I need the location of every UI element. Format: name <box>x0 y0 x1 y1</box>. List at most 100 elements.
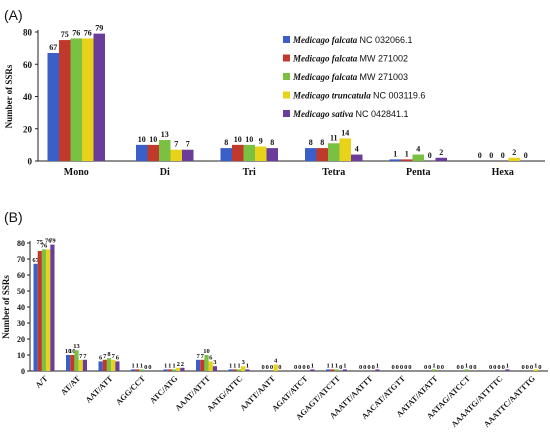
y-tick-label: 50 <box>17 287 25 296</box>
bar <box>163 369 168 371</box>
legend-entry: Medicago falcata MW 271002 <box>292 54 408 64</box>
bar-value-label: 0 <box>502 364 505 371</box>
bar <box>241 366 246 371</box>
bar-value-label: 0 <box>302 364 305 371</box>
y-tick-label: 40 <box>23 92 33 102</box>
bar <box>102 359 107 371</box>
bar-value-label: 0 <box>408 364 411 371</box>
x-tick-label: A/T <box>34 374 50 390</box>
bar-value-label: 14 <box>341 128 349 137</box>
bar-value-label: 1 <box>229 362 232 369</box>
bar-value-label: 7 <box>174 140 178 149</box>
bar <box>431 369 437 371</box>
y-tick-label: 0 <box>21 367 25 376</box>
bar-value-label: 0 <box>391 364 394 371</box>
bar-value-label: 79 <box>95 24 103 33</box>
panel-a-label: (A) <box>4 7 23 23</box>
bar-value-label: 4 <box>274 358 278 365</box>
bar <box>200 359 205 371</box>
bar <box>236 369 242 371</box>
bar-value-label: 0 <box>428 364 431 371</box>
y-tick-label: 20 <box>17 335 25 344</box>
bar <box>82 38 94 162</box>
bar-value-label: 0 <box>493 364 496 371</box>
bar-value-label: 1 <box>465 362 468 369</box>
bar <box>204 355 209 371</box>
bar <box>50 244 55 371</box>
bar-value-label: 0 <box>266 364 269 371</box>
bar-value-label: 7 <box>79 353 83 360</box>
bar-value-label: 1 <box>326 362 329 369</box>
bar-value-label: 8 <box>320 138 324 147</box>
bar-value-label: 7 <box>196 353 200 360</box>
bar-value-label: 0 <box>428 151 432 160</box>
bar <box>389 159 401 161</box>
bar <box>342 369 347 371</box>
legend-swatch <box>283 73 290 80</box>
bar <box>111 359 116 371</box>
bar-value-label: 0 <box>469 364 472 371</box>
bar-value-label: 0 <box>526 364 529 371</box>
bar-value-label: 13 <box>161 130 169 139</box>
bar <box>435 157 447 161</box>
y-tick-label: 0 <box>28 157 33 167</box>
bar-value-label: 10 <box>149 135 157 144</box>
bar-value-label: 7 <box>112 353 116 360</box>
bar-value-label: 2 <box>439 148 443 157</box>
legend-swatch <box>283 36 290 43</box>
bar <box>196 359 201 371</box>
y-tick-label: 70 <box>17 255 25 264</box>
bar-value-label: 1 <box>506 362 509 369</box>
bar-value-label: 7 <box>186 140 190 149</box>
bar <box>41 249 47 371</box>
bar-value-label: 1 <box>136 362 139 369</box>
legend-swatch <box>283 54 290 62</box>
bar-value-label: 0 <box>367 364 370 371</box>
bar-value-label: 0 <box>501 151 505 160</box>
bar <box>339 138 351 161</box>
bar <box>464 369 469 371</box>
y-tick-label: 60 <box>23 60 33 70</box>
bar <box>180 367 185 371</box>
x-tick-label: AGG/CCT <box>114 374 147 407</box>
x-tick-label: AAT/ATT <box>84 374 115 405</box>
bar <box>171 369 177 371</box>
bar <box>147 144 159 161</box>
bar-value-label: 11 <box>330 133 338 142</box>
bar <box>310 369 315 371</box>
bar-value-label: 1 <box>140 362 143 369</box>
bar-value-label: 0 <box>521 364 524 371</box>
panel-b-label: (B) <box>4 209 23 225</box>
bar <box>220 148 232 161</box>
y-tick-label: 10 <box>17 351 25 360</box>
bar <box>305 148 317 161</box>
x-tick-label: Di <box>160 167 170 178</box>
bar <box>170 149 182 161</box>
legend-entry: Medicago falcata NC 032066.1 <box>292 35 413 45</box>
bar <box>351 154 363 161</box>
y-tick-label: 20 <box>23 124 33 134</box>
legend-entry: Medicago truncatula NC 003119.6 <box>292 91 425 101</box>
bar <box>59 40 71 161</box>
bar-value-label: 1 <box>376 362 379 369</box>
bar <box>375 369 380 371</box>
bar <box>232 369 237 371</box>
bar-value-label: 1 <box>237 362 240 369</box>
bar <box>46 249 51 371</box>
bar-value-label: 1 <box>335 362 338 369</box>
bar-value-label: 9 <box>259 136 263 145</box>
legend-entry: Medicago sativa NC 042841.1 <box>292 109 409 119</box>
bar <box>412 154 424 161</box>
bar <box>245 369 250 371</box>
bar-value-label: 10 <box>245 135 253 144</box>
bar-value-label: 0 <box>298 364 301 371</box>
y-axis-title: Number of SSRs <box>4 64 14 128</box>
bar-value-label: 76 <box>45 237 52 244</box>
bar-value-label: 1 <box>432 362 435 369</box>
y-tick-label: 80 <box>23 28 33 38</box>
bar-value-label: 7 <box>201 353 205 360</box>
bar-value-label: 0 <box>437 364 440 371</box>
